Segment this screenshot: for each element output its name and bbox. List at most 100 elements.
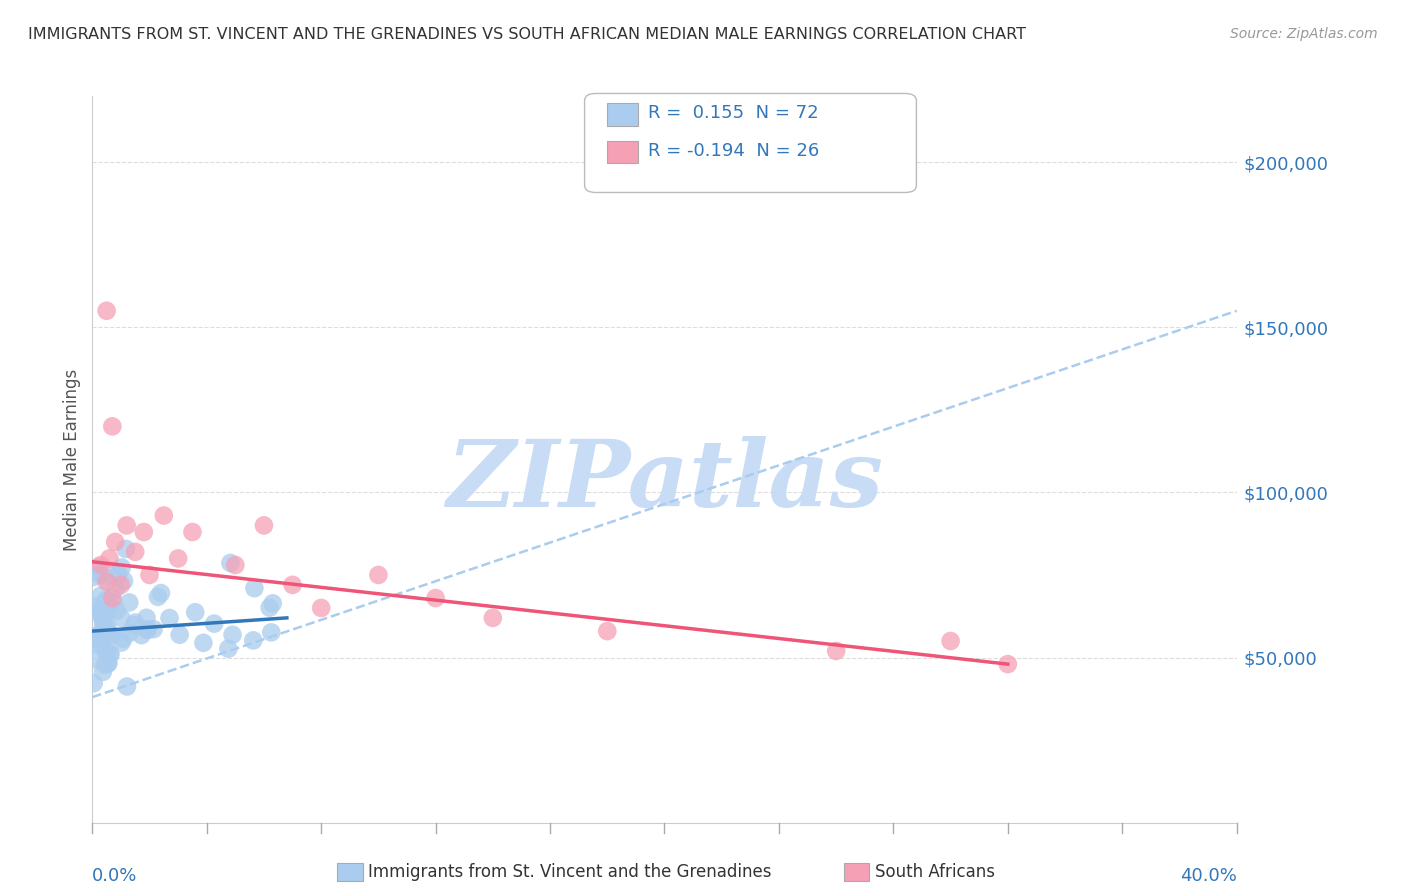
Point [367, 568, 389, 582]
Point [110, 635, 132, 649]
Point [825, 644, 848, 658]
Point [87, 604, 110, 618]
Point [104, 535, 127, 549]
Point [184, 605, 207, 619]
Point [136, 623, 159, 637]
Point [94, 646, 117, 660]
Point [91, 665, 114, 679]
Point [98, 646, 121, 660]
Point [118, 625, 141, 640]
Point [202, 616, 225, 631]
Point [217, 641, 239, 656]
Point [89, 627, 111, 641]
Point [219, 556, 242, 570]
Point [83, 676, 105, 690]
Point [101, 591, 124, 605]
Point [596, 624, 619, 639]
Point [98, 599, 121, 613]
Point [122, 618, 145, 632]
Point [124, 615, 146, 630]
Y-axis label: Median Male Earnings: Median Male Earnings [63, 368, 82, 550]
Point [242, 633, 264, 648]
Point [153, 508, 176, 523]
Point [94, 592, 117, 607]
Point [107, 567, 129, 582]
Point [262, 596, 284, 610]
Point [997, 657, 1019, 672]
Point [100, 648, 122, 662]
Point [97, 656, 120, 670]
Point [112, 632, 135, 646]
Point [89, 567, 111, 582]
Point [101, 419, 124, 434]
Point [159, 611, 181, 625]
Point [96, 303, 118, 318]
Point [309, 601, 332, 615]
Point [103, 595, 125, 609]
Point [259, 600, 281, 615]
Point [83, 652, 105, 666]
Point [96, 595, 118, 609]
Point [146, 590, 169, 604]
Point [97, 657, 120, 671]
Text: R =  0.155  N = 72: R = 0.155 N = 72 [648, 104, 818, 122]
Point [243, 581, 266, 595]
Point [83, 630, 105, 644]
Point [90, 558, 112, 572]
Text: ZIPatlas: ZIPatlas [446, 436, 883, 526]
Point [181, 524, 204, 539]
Point [87, 607, 110, 621]
Point [94, 607, 117, 622]
Point [91, 605, 114, 619]
Point [221, 628, 243, 642]
Point [115, 680, 138, 694]
Point [110, 578, 132, 592]
Point [93, 570, 115, 584]
Point [86, 599, 108, 614]
Text: Immigrants from St. Vincent and the Grenadines: Immigrants from St. Vincent and the Gren… [368, 863, 772, 880]
Point [98, 627, 121, 641]
Point [115, 518, 138, 533]
Point [939, 634, 962, 648]
Point [96, 619, 118, 633]
Point [132, 524, 155, 539]
Point [96, 574, 118, 589]
Point [86, 560, 108, 574]
Point [224, 558, 246, 572]
Point [425, 591, 447, 605]
Text: R = -0.194  N = 26: R = -0.194 N = 26 [648, 142, 820, 160]
Point [97, 595, 120, 609]
Text: Source: ZipAtlas.com: Source: ZipAtlas.com [1230, 27, 1378, 41]
Point [91, 640, 114, 654]
Point [169, 628, 191, 642]
Point [149, 586, 172, 600]
Point [90, 589, 112, 603]
Point [100, 628, 122, 642]
Point [105, 604, 128, 618]
Point [98, 551, 121, 566]
Point [94, 626, 117, 640]
Point [118, 595, 141, 609]
Point [124, 545, 146, 559]
Point [107, 566, 129, 581]
Text: South Africans: South Africans [875, 863, 994, 880]
Point [110, 610, 132, 624]
Point [96, 601, 118, 615]
Point [112, 574, 135, 588]
Point [138, 568, 160, 582]
Point [142, 622, 165, 636]
Point [89, 632, 111, 647]
Point [93, 657, 115, 672]
Point [104, 582, 127, 596]
Point [482, 611, 505, 625]
Point [114, 541, 136, 556]
Point [94, 620, 117, 634]
Point [253, 518, 276, 533]
Point [83, 570, 105, 584]
Point [84, 637, 107, 651]
Point [281, 578, 304, 592]
Point [91, 617, 114, 632]
Point [111, 560, 134, 574]
Point [167, 551, 190, 566]
Text: 40.0%: 40.0% [1180, 867, 1237, 885]
